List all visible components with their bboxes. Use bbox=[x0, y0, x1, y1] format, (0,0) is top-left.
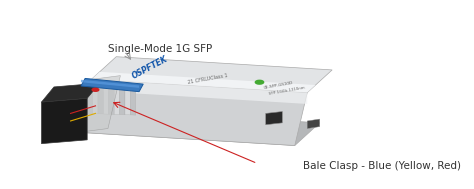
Polygon shape bbox=[87, 87, 92, 114]
Polygon shape bbox=[119, 88, 125, 115]
Polygon shape bbox=[79, 110, 319, 146]
Polygon shape bbox=[98, 87, 103, 114]
Polygon shape bbox=[92, 87, 98, 114]
Polygon shape bbox=[79, 79, 307, 146]
Polygon shape bbox=[79, 76, 120, 132]
Polygon shape bbox=[91, 72, 316, 93]
Polygon shape bbox=[81, 78, 143, 92]
Polygon shape bbox=[81, 80, 139, 88]
Circle shape bbox=[255, 80, 264, 84]
Circle shape bbox=[92, 88, 99, 91]
Polygon shape bbox=[266, 112, 283, 125]
Text: Bale Clasp - Blue (Yellow, Red): Bale Clasp - Blue (Yellow, Red) bbox=[303, 161, 461, 171]
Text: OSPFTEK: OSPFTEK bbox=[130, 55, 169, 81]
Text: SFP 1G0b 1310nm: SFP 1G0b 1310nm bbox=[268, 86, 305, 96]
Polygon shape bbox=[114, 88, 119, 115]
Polygon shape bbox=[103, 88, 109, 114]
Polygon shape bbox=[91, 57, 332, 93]
Polygon shape bbox=[42, 83, 100, 102]
Polygon shape bbox=[307, 119, 319, 129]
Polygon shape bbox=[130, 88, 136, 115]
Text: CE-SFP-GS10D: CE-SFP-GS10D bbox=[263, 81, 293, 90]
Text: Single-Mode 1G SFP: Single-Mode 1G SFP bbox=[108, 44, 212, 54]
Polygon shape bbox=[125, 88, 130, 115]
Polygon shape bbox=[91, 79, 307, 104]
Polygon shape bbox=[42, 98, 87, 144]
Text: 21 CFRLUClass 1: 21 CFRLUClass 1 bbox=[187, 73, 228, 85]
Polygon shape bbox=[109, 88, 114, 114]
